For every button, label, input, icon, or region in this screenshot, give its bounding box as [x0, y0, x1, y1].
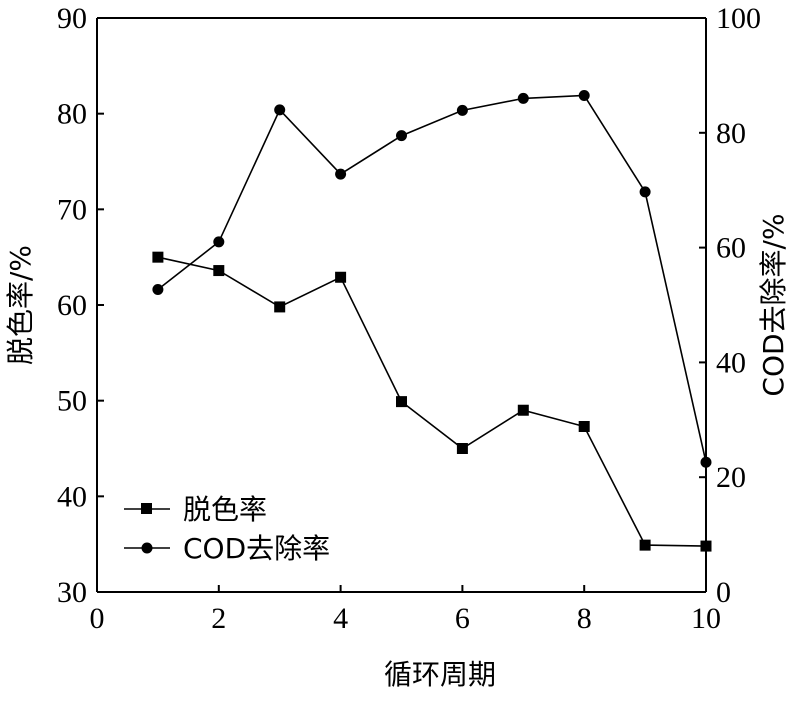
y-right-tick-label: 100 [716, 2, 761, 35]
y-left-tick-label: 60 [57, 289, 87, 322]
data-point-circle [396, 130, 407, 142]
data-point-circle [639, 186, 651, 198]
y-right-tick-label: 80 [716, 117, 746, 150]
data-point-square [639, 539, 651, 551]
series-layer [152, 89, 712, 552]
data-point-square [152, 251, 164, 263]
y-left-tick-label: 90 [57, 2, 87, 35]
data-point-square [335, 271, 347, 283]
legend-label-decolor: 脱色率 [183, 493, 267, 526]
data-point-square [213, 265, 225, 277]
data-point-circle [700, 456, 712, 468]
data-point-square [274, 301, 286, 313]
x-tick-label: 8 [577, 602, 592, 635]
x-axis-title: 循环周期 [384, 658, 496, 691]
series-line-1 [157, 94, 707, 463]
data-point-square [456, 443, 468, 454]
data-point-square [700, 540, 712, 552]
data-point-square [396, 396, 407, 408]
x-tick-label: 6 [455, 602, 470, 635]
data-point-circle [274, 104, 286, 116]
data-point-circle [456, 104, 468, 116]
left-y-axis-title: 脱色率/% [4, 245, 37, 365]
y-left-tick-label: 80 [57, 98, 87, 131]
data-point-circle [578, 89, 590, 101]
y-right-tick-label: 40 [716, 346, 746, 379]
legend-square-marker [141, 503, 152, 514]
y-left-tick-label: 30 [57, 576, 87, 609]
x-tick-label: 4 [333, 602, 348, 635]
ticks: 0 2 4 6 8 10 30 40 50 60 70 80 90 0 20 40 60 80 100 [57, 2, 761, 635]
data-point-circle [335, 168, 347, 180]
series-line-0 [157, 256, 707, 547]
legend: 脱色率 COD去除率 [124, 493, 330, 565]
x-tick-label: 10 [691, 602, 721, 635]
data-point-circle [517, 92, 529, 104]
y-right-tick-label: 20 [716, 461, 746, 494]
legend-circle-marker [141, 542, 153, 554]
x-tick-label: 0 [90, 602, 105, 635]
x-tick-label: 2 [211, 602, 226, 635]
data-point-circle [213, 236, 225, 248]
right-y-axis-title: COD去除率/% [757, 213, 790, 396]
y-right-tick-label: 60 [716, 232, 746, 265]
y-left-tick-label: 50 [57, 385, 87, 418]
data-point-circle [152, 284, 164, 296]
legend-label-cod: COD去除率 [183, 532, 330, 565]
data-point-square [578, 420, 590, 432]
y-left-tick-label: 70 [57, 193, 87, 226]
y-right-tick-label: 0 [716, 576, 731, 609]
y-left-tick-label: 40 [57, 480, 87, 513]
data-point-square [517, 404, 529, 416]
